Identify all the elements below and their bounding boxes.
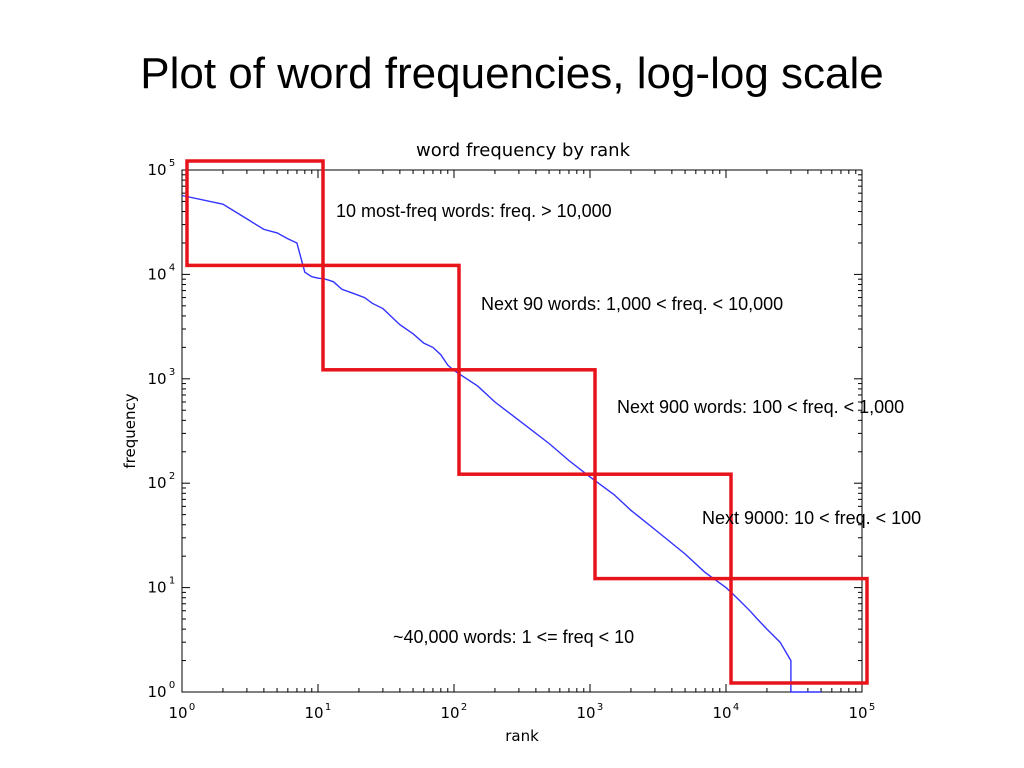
highlight-box — [321, 263, 461, 372]
x-tick-exponent: 2 — [461, 702, 467, 713]
highlight-boxes — [185, 159, 869, 685]
x-tick-label: 10 — [848, 704, 867, 722]
y-tick-exponent: 1 — [169, 576, 175, 587]
series-layer — [181, 194, 822, 693]
annotation-label: ~40,000 words: 1 <= freq < 10 — [393, 627, 634, 647]
x-axis-title: rank — [505, 727, 539, 745]
y-tick-label: 10 — [147, 579, 166, 597]
axis-ticks: 10 0 10 1 10 2 10 3 10 4 10 510 010 110 210 310 410 5 — [147, 158, 875, 722]
highlight-box — [593, 472, 733, 581]
y-tick-label: 10 — [147, 370, 166, 388]
y-tick-label: 10 — [147, 683, 166, 701]
x-tick-exponent: 1 — [325, 702, 331, 713]
y-tick-exponent: 0 — [169, 680, 175, 691]
x-tick-exponent: 3 — [597, 702, 603, 713]
x-tick-label: 10 — [440, 704, 459, 722]
annotation-label: Next 90 words: 1,000 < freq. < 10,000 — [481, 294, 783, 314]
y-tick-exponent: 2 — [169, 471, 175, 482]
x-tick-exponent: 4 — [733, 702, 739, 713]
x-tick-label: 10 — [576, 704, 595, 722]
highlight-box — [185, 159, 325, 268]
x-tick-exponent: 5 — [869, 702, 875, 713]
x-tick-label: 10 — [712, 704, 731, 722]
y-tick-label: 10 — [147, 161, 166, 179]
plot-frame — [181, 169, 863, 693]
y-tick-label: 10 — [147, 474, 166, 492]
y-tick-exponent: 3 — [169, 367, 175, 378]
x-tick-label: 10 — [304, 704, 323, 722]
y-tick-label: 10 — [147, 265, 166, 283]
highlight-box — [457, 368, 597, 476]
x-tick-label: 10 — [168, 704, 187, 722]
x-tick-exponent: 0 — [189, 702, 195, 713]
y-tick-exponent: 5 — [169, 158, 175, 169]
annotations: 10 most-freq words: freq. > 10,000 Next 9… — [336, 201, 921, 647]
y-tick-exponent: 4 — [169, 262, 175, 273]
y-axis-title: frequency — [121, 393, 139, 468]
annotation-label: Next 9000: 10 < freq. < 100 — [702, 508, 921, 528]
slide-title: Plot of word frequencies, log-log scale — [140, 49, 884, 98]
annotation-label: 10 most-freq words: freq. > 10,000 — [336, 201, 612, 221]
annotation-label: Next 900 words: 100 < freq. < 1,000 — [617, 397, 904, 417]
chart-title: word frequency by rank — [416, 140, 631, 161]
highlight-box — [729, 576, 869, 685]
series-line — [181, 194, 822, 693]
